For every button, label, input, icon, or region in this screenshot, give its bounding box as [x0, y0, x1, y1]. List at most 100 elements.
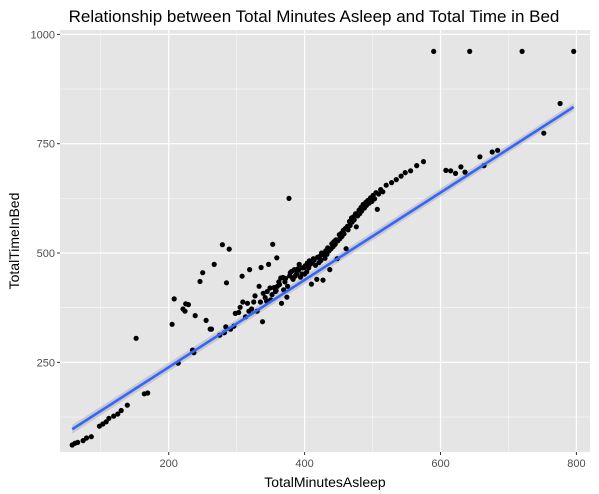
- data-point: [240, 299, 246, 305]
- data-point: [274, 255, 280, 261]
- data-point: [278, 300, 285, 306]
- data-point: [443, 167, 449, 173]
- data-point: [557, 100, 563, 107]
- data-point: [260, 290, 266, 296]
- data-point: [249, 306, 255, 312]
- x-tick-label: 600: [431, 458, 449, 470]
- data-point: [284, 294, 290, 300]
- data-point: [171, 296, 177, 302]
- data-point: [133, 335, 139, 341]
- data-point: [380, 189, 386, 195]
- data-point: [169, 321, 175, 327]
- data-point: [431, 48, 437, 55]
- data-point: [145, 390, 151, 396]
- data-point: [383, 182, 389, 188]
- y-tick-label: 1000: [31, 29, 55, 41]
- data-point: [283, 275, 289, 281]
- data-point: [519, 48, 525, 55]
- y-tick-label: 750: [37, 139, 55, 151]
- data-point: [332, 241, 338, 247]
- data-point: [182, 308, 188, 314]
- data-point: [197, 278, 203, 285]
- y-tick-label: 250: [37, 357, 55, 369]
- data-point: [452, 170, 459, 176]
- data-point: [420, 159, 427, 165]
- data-point: [256, 283, 262, 289]
- data-point: [327, 267, 333, 273]
- data-point: [266, 261, 272, 267]
- data-point: [219, 242, 225, 248]
- data-point: [408, 168, 414, 174]
- data-point: [293, 271, 300, 277]
- y-axis-title: TotalTimeInBed: [6, 193, 22, 290]
- x-tick-label: 800: [567, 458, 585, 470]
- data-point: [320, 277, 326, 283]
- data-point: [477, 154, 483, 160]
- data-point: [237, 304, 243, 310]
- data-point: [252, 293, 258, 299]
- data-point: [83, 435, 90, 441]
- data-point: [258, 264, 264, 271]
- chart-title: Relationship between Total Minutes Aslee…: [69, 7, 560, 26]
- data-point: [111, 413, 117, 419]
- data-point: [244, 300, 251, 306]
- data-point: [247, 267, 253, 273]
- data-point: [304, 269, 310, 275]
- data-point: [192, 313, 198, 319]
- data-point: [462, 169, 468, 175]
- data-point: [389, 180, 395, 186]
- data-point: [393, 177, 399, 183]
- data-point: [343, 246, 349, 252]
- data-point: [353, 224, 359, 230]
- x-tick-label: 200: [160, 458, 178, 470]
- data-point: [414, 163, 420, 169]
- data-point: [276, 281, 283, 288]
- grid-minor: [60, 30, 590, 452]
- data-point: [341, 231, 347, 237]
- data-point: [345, 227, 351, 233]
- data-point: [306, 265, 312, 271]
- data-points: [69, 48, 577, 448]
- data-point: [236, 309, 242, 316]
- data-point: [264, 288, 270, 295]
- data-point: [489, 149, 495, 155]
- data-point: [318, 257, 324, 264]
- data-point: [295, 267, 302, 273]
- data-point: [402, 170, 408, 176]
- data-point: [351, 217, 357, 223]
- data-point: [118, 407, 124, 414]
- data-point: [322, 255, 328, 261]
- data-point: [203, 317, 209, 323]
- data-point: [308, 281, 314, 287]
- data-point: [398, 173, 404, 179]
- y-tick-label: 500: [37, 248, 55, 260]
- data-point: [115, 411, 121, 417]
- data-point: [376, 191, 382, 197]
- data-point: [251, 299, 257, 305]
- data-point: [124, 402, 130, 408]
- x-axis-title: TotalMinutesAsleep: [264, 474, 386, 490]
- data-point: [372, 196, 378, 202]
- x-axis: 200 400 600 800: [160, 452, 586, 470]
- data-point: [239, 273, 245, 279]
- data-point: [273, 288, 279, 294]
- data-point: [211, 261, 217, 267]
- regression-line: [71, 105, 575, 431]
- data-point: [374, 206, 380, 212]
- data-point: [541, 130, 547, 136]
- data-point: [285, 283, 291, 289]
- data-point: [226, 246, 232, 252]
- data-point: [314, 276, 320, 282]
- data-point: [267, 285, 273, 291]
- data-point: [286, 195, 292, 201]
- data-point: [208, 326, 215, 332]
- data-point: [103, 419, 109, 425]
- data-point: [75, 439, 81, 445]
- trend-line: [71, 105, 575, 431]
- data-point: [185, 302, 191, 308]
- data-point: [106, 415, 112, 421]
- x-tick-label: 400: [295, 458, 313, 470]
- data-point: [270, 241, 276, 247]
- data-point: [467, 48, 473, 55]
